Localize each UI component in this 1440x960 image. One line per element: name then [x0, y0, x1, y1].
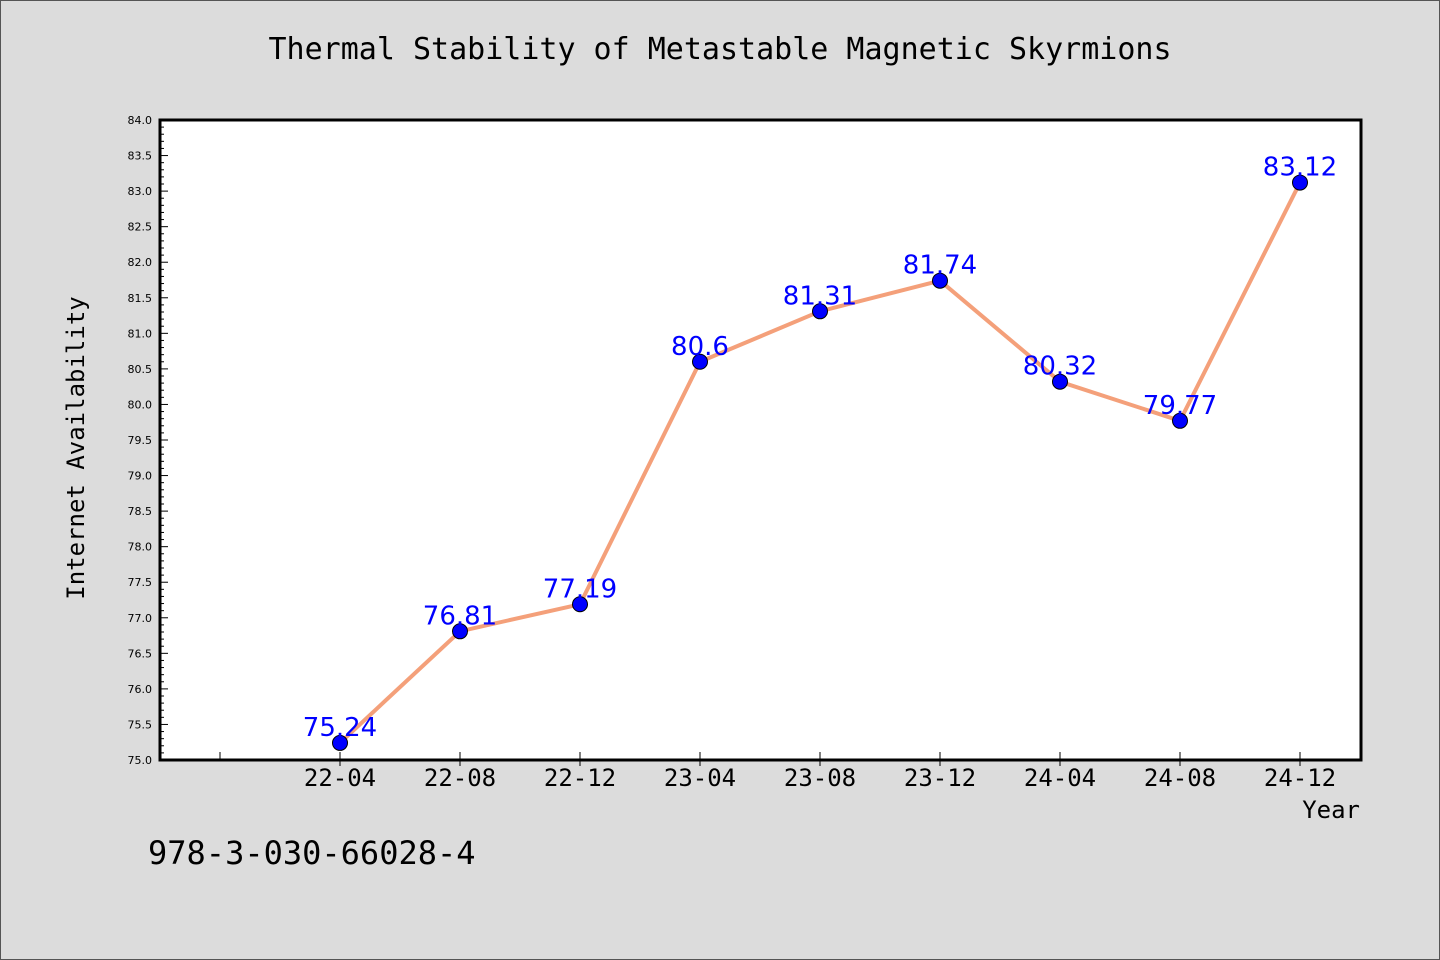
data-label: 83.12	[1263, 153, 1337, 183]
y-tick-label: 78.0	[128, 541, 153, 554]
series-layer: 75.24 76.81 77.19 80.6 81.31 81.74 80.32 79.77 8…	[303, 153, 1337, 751]
y-tick-label: 77.0	[128, 612, 153, 625]
y-tick-label: 79.0	[128, 470, 153, 483]
x-tick-label: 23-08	[784, 764, 856, 792]
data-point	[572, 596, 588, 613]
data-point	[1292, 174, 1308, 191]
plot-area	[158, 118, 1363, 762]
data-label: 81.74	[903, 251, 977, 281]
isbn-footnote: 978-3-030-66028-4	[148, 834, 476, 872]
y-tick-label: 83.5	[128, 150, 153, 163]
x-tick-label: 24-08	[1144, 764, 1216, 792]
data-point	[812, 303, 828, 320]
y-tick-label: 79.5	[128, 434, 153, 447]
y-tick-label: 75.5	[128, 718, 153, 731]
x-tick-label: 23-12	[904, 764, 976, 792]
x-axis-label: Year	[1302, 796, 1360, 824]
x-tick-label: 24-12	[1264, 764, 1336, 792]
y-tick-label: 77.5	[128, 576, 153, 589]
data-label: 81.31	[783, 281, 857, 311]
data-label: 77.19	[543, 574, 617, 604]
data-point	[1052, 373, 1068, 390]
data-label: 80.32	[1023, 352, 1097, 382]
x-tick-label: 22-08	[424, 764, 496, 792]
y-tick-label: 80.0	[128, 398, 153, 411]
y-tick-label: 76.0	[128, 683, 153, 696]
data-label: 80.6	[671, 332, 729, 362]
x-tick-label: 22-04	[304, 764, 376, 792]
y-tick-label: 75.0	[128, 754, 153, 767]
data-point	[452, 623, 468, 640]
data-label: 79.77	[1143, 391, 1217, 421]
x-axis-ticks: 22-04 22-08 22-12 23-04 23-08 23-12 24-04 24-08…	[219, 752, 1336, 792]
y-tick-label: 80.5	[128, 363, 153, 376]
data-point	[692, 353, 708, 370]
data-point	[932, 272, 948, 289]
y-tick-label: 84.0	[128, 114, 153, 127]
x-tick-label: 23-04	[664, 764, 736, 792]
y-tick-label: 82.5	[128, 221, 153, 234]
y-tick-label: 83.0	[128, 185, 153, 198]
y-tick-label: 81.0	[128, 327, 153, 340]
x-tick-label: 22-12	[544, 764, 616, 792]
data-label: 76.81	[423, 601, 497, 631]
data-point	[332, 734, 348, 751]
x-tick-label: 24-04	[1024, 764, 1096, 792]
y-axis-ticks: 75.0 75.5 76.0 76.5 77.0 77.5 78.0 78.5 79.0 79.5…	[128, 114, 168, 767]
y-tick-label: 76.5	[128, 647, 153, 660]
data-point	[1172, 412, 1188, 429]
y-tick-label: 78.5	[128, 505, 153, 518]
chart-title: Thermal Stability of Metastable Magnetic…	[268, 32, 1172, 67]
data-label: 75.24	[303, 713, 377, 743]
y-tick-label: 82.0	[128, 256, 153, 269]
y-tick-label: 81.5	[128, 292, 153, 305]
